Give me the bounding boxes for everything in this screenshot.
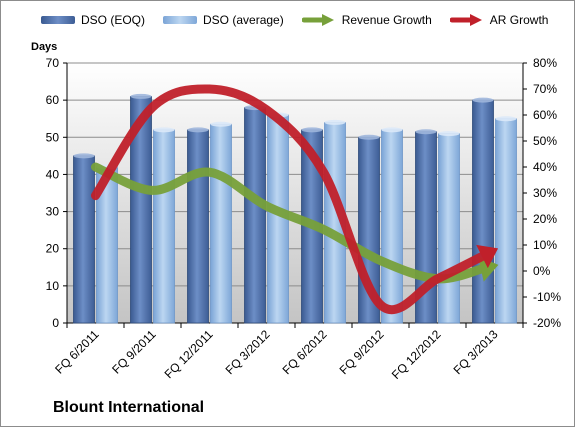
y2-tick-label: 70% <box>533 82 557 96</box>
y-tick-label: 50 <box>46 130 60 144</box>
legend-label-ar-growth: AR Growth <box>489 13 549 27</box>
y-tick-label: 20 <box>46 242 60 256</box>
x-tick-label: FQ 12/2011 <box>162 327 216 381</box>
y2-tick-label: 0% <box>533 264 551 278</box>
bar-dso-eoq <box>472 99 494 324</box>
legend-item-dso-eoq: DSO (EOQ) <box>41 13 145 27</box>
bar-dso-average <box>495 118 517 324</box>
legend-item-revenue-growth: Revenue Growth <box>301 13 432 27</box>
y2-tick-label: -10% <box>533 290 561 304</box>
revenue-growth-arrowhead <box>477 256 499 282</box>
x-tick-label: FQ 6/2012 <box>280 327 330 377</box>
bar-dso-average-cap <box>210 121 232 127</box>
bar-dso-average-cap <box>438 131 460 137</box>
ar-growth-line <box>91 84 490 315</box>
x-tick-label: FQ 3/2012 <box>223 327 273 377</box>
y-tick-label: 60 <box>46 93 60 107</box>
x-tick-label: FQ 12/2012 <box>389 327 444 382</box>
bar-dso-average <box>210 123 232 324</box>
bar-dso-average-cap <box>381 127 403 133</box>
x-tick-label: FQ 6/2011 <box>52 327 102 377</box>
legend-label-dso-average: DSO (average) <box>203 13 284 27</box>
bar-dso-average-cap <box>495 116 517 122</box>
bar-dso-average <box>438 133 460 324</box>
bar-dso-eoq-cap <box>301 127 323 133</box>
y2-tick-label: 60% <box>533 108 557 122</box>
y-tick-label: 30 <box>46 205 60 219</box>
x-tick-label: FQ 9/2011 <box>109 327 159 377</box>
y2-tick-label: 40% <box>533 160 557 174</box>
y2-tick-label: 30% <box>533 186 557 200</box>
x-tick-label: FQ 9/2012 <box>337 327 387 377</box>
y-tick-label: 70 <box>46 56 60 70</box>
bar-dso-average <box>381 129 403 324</box>
bar-dso-eoq-cap <box>358 134 380 140</box>
revenue-growth-line <box>91 162 489 284</box>
bar-dso-eoq <box>187 129 209 324</box>
bar-dso-average-cap <box>324 119 346 125</box>
y-tick-label: 40 <box>46 167 60 181</box>
legend-item-dso-average: DSO (average) <box>163 13 284 27</box>
legend-arrow-ar-growth <box>449 14 482 26</box>
legend-swatch-dso-average <box>163 16 198 24</box>
bar-dso-average-cap <box>153 127 175 133</box>
x-tick-label: FQ 3/2013 <box>451 327 501 377</box>
legend-swatch-dso-eoq <box>41 16 75 24</box>
bar-dso-eoq-cap <box>187 127 209 133</box>
y-axis-title: Days <box>31 41 58 53</box>
y2-tick-label: 50% <box>533 134 557 148</box>
y2-tick-label: 80% <box>533 56 557 70</box>
legend-label-dso-eoq: DSO (EOQ) <box>81 13 146 27</box>
bar-dso-average <box>153 129 175 324</box>
legend-item-ar-growth: AR Growth <box>449 13 549 27</box>
y2-tick-label: 10% <box>533 238 557 252</box>
y2-tick-label: -20% <box>533 316 561 330</box>
chart-title: Blount International <box>53 399 205 416</box>
chart-legend: DSO (EOQ) DSO (average) Revenue Growth A… <box>41 9 566 31</box>
y-tick-label: 10 <box>46 279 60 293</box>
ar-growth-arrowhead <box>476 244 499 269</box>
bar-dso-eoq-cap <box>130 93 152 99</box>
y-tick-label: 0 <box>52 316 59 330</box>
legend-arrow-revenue-growth <box>301 14 334 26</box>
legend-label-revenue-growth: Revenue Growth <box>341 13 432 27</box>
bar-dso-eoq <box>73 155 95 324</box>
y2-tick-label: 20% <box>533 212 557 226</box>
bar-dso-eoq-cap <box>415 129 437 135</box>
bar-dso-eoq-cap <box>472 97 494 103</box>
bar-dso-eoq-cap <box>73 153 95 159</box>
bar-dso-eoq <box>244 107 266 324</box>
